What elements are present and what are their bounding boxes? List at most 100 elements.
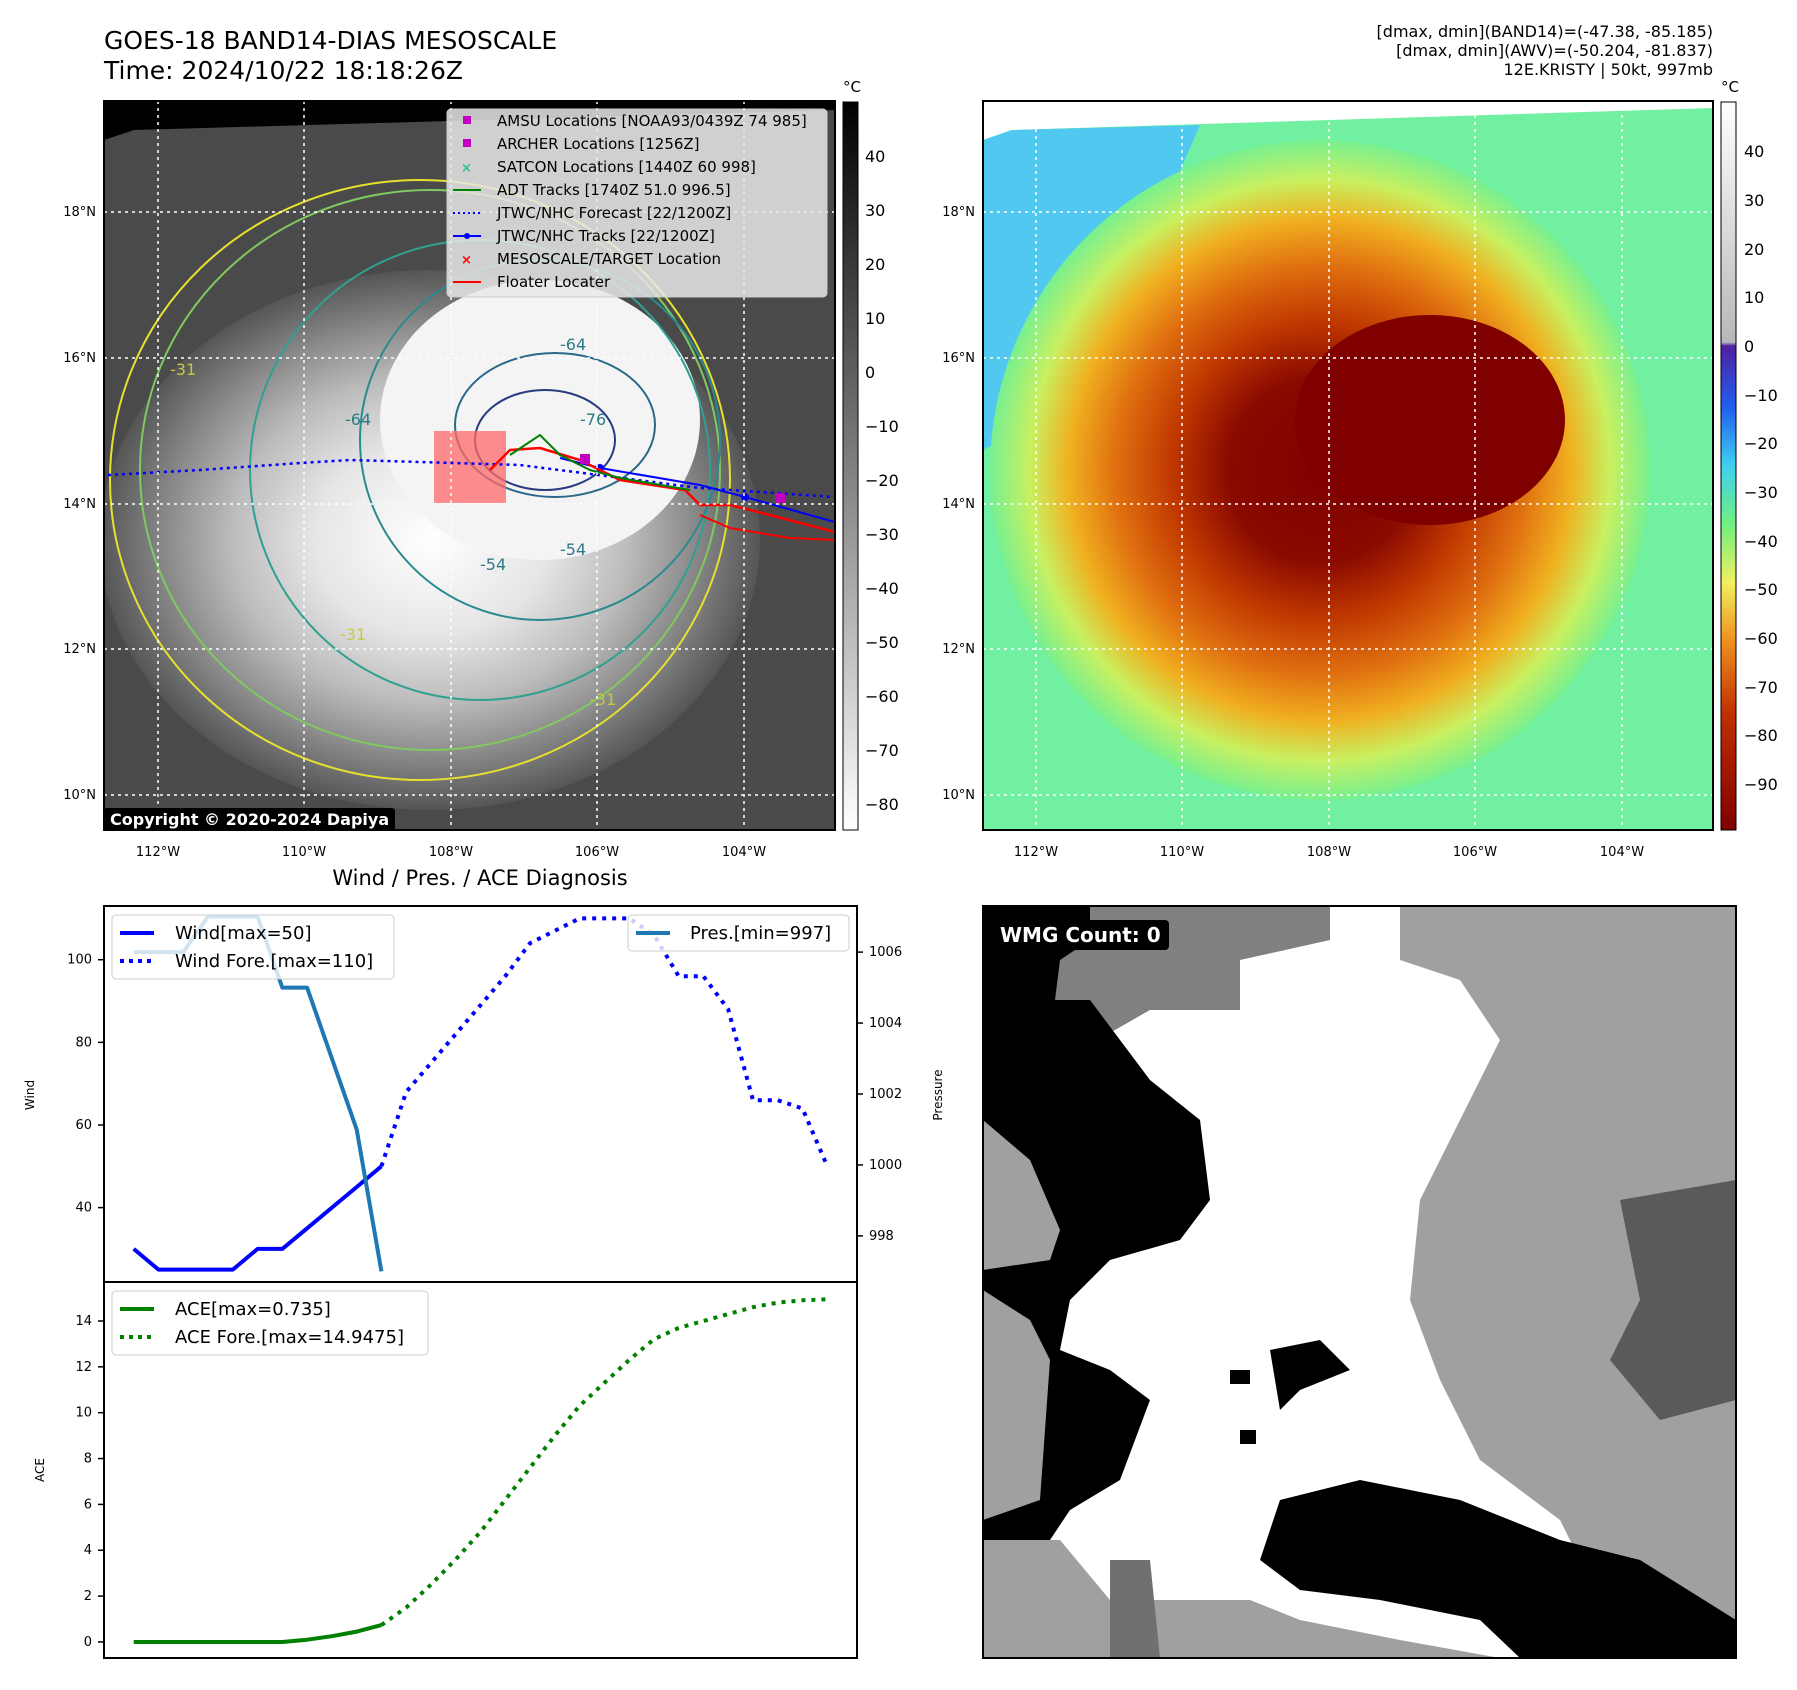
ir-lon-label-4: 106°W bbox=[575, 845, 619, 860]
wmg-frame bbox=[982, 905, 1737, 1659]
ir-lat-labels: 18°N 16°N 14°N 12°N 10°N bbox=[63, 205, 96, 803]
pressure-tick-label-1: 1000 bbox=[869, 1158, 902, 1173]
wind-tick-label-0: 40 bbox=[75, 1201, 92, 1216]
ir-lon-label-2: 110°W bbox=[282, 845, 326, 860]
ir-cb-tick-7: −20 bbox=[865, 471, 899, 490]
contour-label-8: -31 bbox=[590, 690, 616, 709]
ir-colorbar bbox=[842, 101, 859, 831]
ir-cb-tick-8: −30 bbox=[865, 525, 899, 544]
wind-tick-label-3: 100 bbox=[67, 953, 92, 968]
ir-cb-tick-11: −60 bbox=[865, 687, 899, 706]
pressure-axis-label: Pressure bbox=[931, 1069, 945, 1120]
wind-series-0 bbox=[132, 1164, 383, 1272]
enh-lat-label-3: 14°N bbox=[942, 497, 975, 512]
ir-map-frame bbox=[103, 100, 836, 831]
ace-tick-label-6: 12 bbox=[75, 1360, 92, 1375]
ace-axis-label: ACE bbox=[33, 1458, 47, 1482]
legend-marker-mesoscale: × bbox=[461, 253, 472, 268]
enh-cb-tick-5: 0 bbox=[1744, 337, 1754, 356]
enh-lon-label-2: 110°W bbox=[1160, 845, 1204, 860]
enh-cb-tick-13: −80 bbox=[1744, 726, 1778, 745]
ace-series-0 bbox=[133, 1623, 382, 1644]
legend-label-amsu: AMSU Locations [NOAA93/0439Z 74 985] bbox=[497, 112, 807, 130]
stats-line-3: 12E.KRISTY | 50kt, 997mb bbox=[1503, 60, 1714, 79]
ace-tick-label-4: 8 bbox=[84, 1452, 92, 1467]
enhanced-map bbox=[983, 101, 1713, 830]
enh-lon-label-5: 104°W bbox=[1600, 845, 1644, 860]
ir-cb-tick-6: −10 bbox=[865, 417, 899, 436]
title-line-2: Time: 2024/10/22 18:18:26Z bbox=[104, 56, 463, 85]
enh-lon-label-3: 108°W bbox=[1307, 845, 1351, 860]
enh-cb-tick-11: −60 bbox=[1744, 629, 1778, 648]
wmg-count-badge: WMG Count: 0 bbox=[992, 920, 1169, 950]
contour-label-5: -54 bbox=[560, 540, 586, 559]
contour-label-2: -64 bbox=[560, 335, 586, 354]
enh-cb-tick-14: −90 bbox=[1744, 775, 1778, 794]
pressure-tick-label-3: 1004 bbox=[869, 1016, 902, 1031]
legend-label-satcon: SATCON Locations [1440Z 60 998] bbox=[497, 158, 756, 176]
enh-lat-label-2: 16°N bbox=[942, 351, 975, 366]
ir-legend: × × AMSU Locations [NOAA93/0439Z 74 985]… bbox=[446, 108, 828, 298]
ir-cb-tick-5: 0 bbox=[865, 363, 875, 382]
ir-lat-label-1: 18°N bbox=[63, 205, 96, 220]
ir-cb-tick-2: 30 bbox=[865, 201, 885, 220]
contour-label-4: -54 bbox=[480, 555, 506, 574]
stats-line-2: [dmax, dmin](AWV)=(-50.204, -81.837) bbox=[1396, 41, 1713, 60]
enh-cb-tick-2: 30 bbox=[1744, 191, 1764, 210]
wind-tick-label-1: 60 bbox=[75, 1118, 92, 1133]
ace-tick-label-7: 14 bbox=[75, 1314, 92, 1329]
legend-marker-archer bbox=[463, 139, 471, 147]
legend-label-tracks: JTWC/NHC Tracks [22/1200Z] bbox=[496, 227, 715, 245]
ace-tick-label-0: 0 bbox=[84, 1635, 92, 1650]
enh-cb-tick-9: −40 bbox=[1744, 532, 1778, 551]
enh-colorbar-ticks: 40 30 20 10 0 −10 −20 −30 −40 −50 −60 −7… bbox=[1744, 142, 1778, 794]
wind-series-1 bbox=[379, 916, 830, 1168]
ir-colorbar-ticks: 40 30 20 10 0 −10 −20 −30 −40 −50 −60 −7… bbox=[865, 147, 899, 814]
pressure-legend: Pres.[min=997] bbox=[627, 914, 850, 952]
contour-label-7: -31 bbox=[340, 625, 366, 644]
ir-cb-tick-9: −40 bbox=[865, 579, 899, 598]
wind-tick-label-2: 80 bbox=[75, 1035, 92, 1050]
ir-lat-label-2: 16°N bbox=[63, 351, 96, 366]
enh-lon-labels: 112°W 110°W 108°W 106°W 104°W bbox=[1014, 845, 1644, 860]
pressure-tick-label-0: 998 bbox=[869, 1229, 894, 1244]
wind-axis-label: Wind bbox=[23, 1080, 37, 1110]
pressure-legend-label: Pres.[min=997] bbox=[690, 923, 831, 944]
ir-cb-tick-12: −70 bbox=[865, 741, 899, 760]
legend-marker-satcon: × bbox=[461, 161, 472, 176]
enh-lat-labels: 18°N 16°N 14°N 12°N 10°N bbox=[942, 205, 975, 803]
enh-cb-tick-1: 40 bbox=[1744, 142, 1764, 161]
title-line-1: GOES-18 BAND14-DIAS MESOSCALE bbox=[104, 26, 558, 55]
pressure-tick-label-4: 1006 bbox=[869, 945, 902, 960]
contour-label-6: -31 bbox=[170, 360, 196, 379]
diagnosis-title: Wind / Pres. / ACE Diagnosis bbox=[332, 866, 627, 890]
legend-label-mesoscale: MESOSCALE/TARGET Location bbox=[497, 250, 721, 268]
figure-title: GOES-18 BAND14-DIAS MESOSCALE Time: 2024… bbox=[104, 26, 557, 86]
wind-legend: Wind[max=50] Wind Fore.[max=110] bbox=[111, 914, 395, 980]
stats-header: [dmax, dmin](BAND14)=(-47.38, -85.185) [… bbox=[1377, 22, 1713, 79]
ace-fore-legend-label: ACE Fore.[max=14.9475] bbox=[175, 1327, 404, 1348]
legend-marker-amsu bbox=[463, 116, 471, 124]
ir-lat-label-5: 10°N bbox=[63, 788, 96, 803]
legend-label-floater: Floater Locater bbox=[497, 273, 611, 291]
enh-lon-label-1: 112°W bbox=[1014, 845, 1058, 860]
enh-cb-tick-12: −70 bbox=[1744, 678, 1778, 697]
ir-lon-labels: 112°W 110°W 108°W 106°W 104°W bbox=[136, 845, 766, 860]
ir-lon-label-5: 104°W bbox=[722, 845, 766, 860]
ir-cb-tick-1: 40 bbox=[865, 147, 885, 166]
contour-label-3: -76 bbox=[580, 410, 606, 429]
wind-fore-legend-label: Wind Fore.[max=110] bbox=[175, 951, 373, 972]
wind-legend-label: Wind[max=50] bbox=[175, 923, 312, 944]
ir-lon-label-3: 108°W bbox=[429, 845, 473, 860]
ace-series-1 bbox=[380, 1297, 828, 1627]
ir-lat-label-3: 14°N bbox=[63, 497, 96, 512]
contour-label-1: -64 bbox=[345, 410, 371, 429]
ir-cb-tick-4: 10 bbox=[865, 309, 885, 328]
enh-lon-label-4: 106°W bbox=[1453, 845, 1497, 860]
ir-cb-tick-3: 20 bbox=[865, 255, 885, 274]
enh-cb-tick-7: −20 bbox=[1744, 434, 1778, 453]
wmg-panel bbox=[983, 906, 1736, 1658]
enh-cb-tick-4: 10 bbox=[1744, 288, 1764, 307]
legend-label-adt: ADT Tracks [1740Z 51.0 996.5] bbox=[497, 181, 731, 199]
